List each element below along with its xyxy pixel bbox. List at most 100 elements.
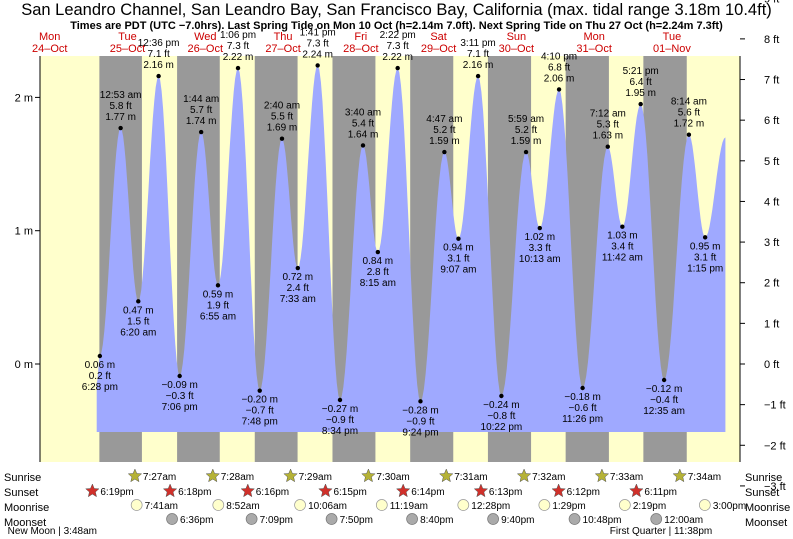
extreme-point — [235, 65, 241, 71]
extreme-m-label: 1.63 m — [592, 131, 623, 142]
sunrise-label: 7:34am — [688, 472, 721, 483]
extreme-m-label: 1.72 m — [674, 119, 705, 130]
extreme-time-label: 1:41 pm — [300, 27, 336, 38]
tide-curve — [96, 65, 726, 433]
extreme-point — [215, 283, 221, 288]
extreme-time-label: 10:22 pm — [481, 422, 523, 433]
moonset-icon — [487, 513, 499, 525]
extreme-ft-label: −0.4 ft — [650, 395, 678, 406]
moonset-icon — [325, 513, 338, 525]
extreme-ft-label: 3.3 ft — [529, 243, 551, 254]
moonrise-label: 2:19pm — [633, 501, 666, 512]
extreme-point — [337, 397, 343, 403]
astronomy-rows: Sunrise Sunset Moonrise Moonset Sunrise … — [4, 468, 790, 537]
day-date-label: 29–Oct — [421, 43, 456, 55]
extreme-point — [177, 373, 182, 379]
sunrise-label: 7:33am — [610, 472, 643, 483]
extreme-m-label: −0.27 m — [322, 404, 358, 415]
extreme-time-label: 6:20 am — [120, 327, 156, 338]
sunset-label: 6:18pm — [178, 487, 211, 498]
y-tick-label-ft: −3 ft — [764, 481, 786, 493]
extreme-time-label: 7:06 pm — [162, 402, 198, 413]
sunrise-icon — [516, 468, 532, 483]
extreme-ft-label: 5.4 ft — [352, 118, 374, 129]
extreme-point — [136, 299, 141, 304]
extreme-ft-label: 5.2 ft — [515, 125, 537, 136]
extreme-time-label: 3:11 pm — [460, 38, 495, 49]
extreme-m-label: 0.47 m — [123, 305, 154, 316]
sunrise-icon — [127, 468, 143, 483]
moonset-label: 8:40pm — [420, 515, 453, 526]
y-tick-label-ft: 9 ft — [764, 0, 779, 5]
extreme-ft-label: 5.2 ft — [433, 125, 455, 136]
extreme-point — [537, 225, 542, 231]
y-tick-label-ft: −2 ft — [764, 440, 786, 452]
extreme-point — [395, 65, 400, 71]
row-label-sunset-right: Sunset — [745, 487, 779, 499]
y-tick-label-ft: 3 ft — [764, 237, 779, 249]
row-label-sunrise: Sunrise — [4, 472, 41, 484]
sunset-icon — [162, 483, 178, 498]
row-label-moonrise-right: Moonrise — [745, 502, 790, 514]
extreme-ft-label: 3.4 ft — [611, 242, 633, 253]
row-label-moonset-right: Moonset — [745, 517, 787, 529]
extreme-m-label: −0.09 m — [161, 380, 197, 391]
extreme-ft-label: −0.6 ft — [569, 403, 597, 414]
y-tick-label-ft: −1 ft — [764, 400, 786, 412]
day-name-label: Sun — [507, 31, 527, 43]
extreme-time-label: 7:48 pm — [242, 417, 278, 428]
sunrise-label: 7:32am — [532, 472, 565, 483]
moonset-label: 6:36pm — [180, 515, 213, 526]
extreme-ft-label: −0.9 ft — [406, 416, 434, 427]
row-label-moonset: Moonset — [4, 517, 46, 529]
extreme-ft-label: 7.3 ft — [227, 41, 249, 52]
extreme-ft-label: 6.8 ft — [548, 62, 570, 73]
daylight-band — [40, 56, 100, 462]
sunset-icon — [629, 483, 644, 498]
extreme-m-label: 1.59 m — [511, 136, 542, 147]
extreme-point — [442, 149, 447, 155]
extreme-point — [375, 249, 381, 255]
moonset-icon — [568, 513, 581, 525]
y-tick-label-m: 2 m — [15, 92, 33, 104]
moonset-label: 10:48pm — [583, 515, 622, 526]
extreme-time-label: 7:33 am — [280, 294, 316, 305]
extreme-m-label: 0.06 m — [85, 360, 116, 371]
day-date-label: 31–Oct — [576, 43, 611, 55]
y-tick-label-ft: 6 ft — [764, 115, 779, 127]
day-date-label: 25–Oct — [110, 43, 145, 55]
extreme-ft-label: −0.7 ft — [246, 406, 274, 417]
extreme-ft-label: 7.3 ft — [307, 38, 329, 49]
extreme-point — [499, 393, 504, 399]
moonrise-label: 8:52am — [226, 501, 259, 512]
extreme-m-label: 0.94 m — [443, 243, 474, 254]
sunset-icon — [551, 483, 566, 498]
extreme-time-label: 8:15 am — [360, 278, 396, 289]
moonset-label: 7:09pm — [260, 515, 293, 526]
extreme-m-label: 2.06 m — [544, 73, 575, 84]
extreme-time-label: 9:07 am — [440, 265, 476, 276]
moonset-icon — [166, 513, 178, 525]
moonrise-label: 11:19am — [390, 501, 428, 512]
extreme-ft-label: 3.1 ft — [447, 254, 469, 265]
extreme-point — [523, 149, 529, 155]
y-tick-label-ft: 4 ft — [764, 196, 779, 208]
extreme-time-label: 5:21 pm — [623, 66, 659, 77]
chart-subtitle: Times are PDT (UTC −7.0hrs). Last Spring… — [70, 20, 723, 32]
extreme-m-label: −0.24 m — [483, 400, 519, 411]
row-label-sunset: Sunset — [4, 487, 38, 499]
moonrise-icon — [130, 499, 143, 511]
row-label-moonrise: Moonrise — [4, 502, 49, 514]
extreme-m-label: −0.12 m — [646, 384, 682, 395]
extreme-time-label: 6:55 am — [200, 311, 236, 322]
extreme-ft-label: 5.3 ft — [597, 120, 619, 131]
day-date-label: 26–Oct — [188, 43, 223, 55]
day-name-label: Tue — [118, 31, 137, 43]
tide-extremes: 0.06 m0.2 ft6:28 pm 12:53 am5.8 ft1.77 m 0… — [82, 27, 723, 438]
moonrise-icon — [698, 499, 711, 511]
extreme-point — [315, 63, 320, 68]
sunset-icon — [318, 483, 333, 498]
extreme-m-label: 1.95 m — [625, 88, 656, 99]
extreme-time-label: 4:10 pm — [541, 51, 577, 62]
